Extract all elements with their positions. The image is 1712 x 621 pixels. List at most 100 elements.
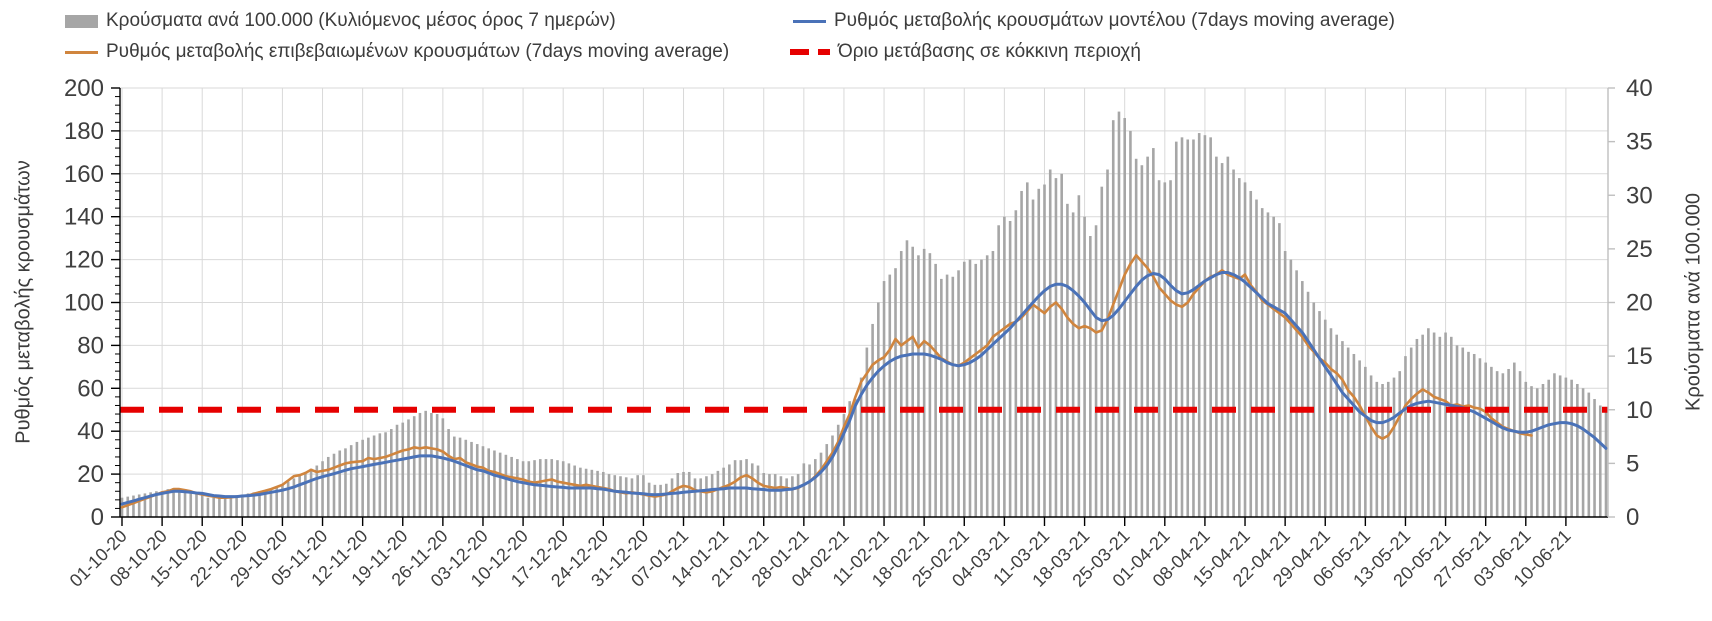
bar [218, 496, 221, 517]
bar [1111, 120, 1115, 518]
bar [1031, 199, 1035, 518]
left-axis-tick-label: 60 [77, 375, 104, 402]
bar [1467, 351, 1470, 517]
bar [441, 418, 445, 517]
bar [378, 433, 382, 517]
bar [1272, 216, 1275, 517]
bar [693, 478, 697, 517]
tick-labels: 0 20 40 60 80 100 120 140 160 180 200 0 5 10 15 20 25 30 3… [64, 75, 1653, 591]
bar [1220, 163, 1224, 517]
bar [865, 347, 869, 517]
bar [155, 491, 158, 517]
bar [235, 495, 238, 517]
bar [556, 460, 559, 517]
bar [1553, 373, 1556, 517]
bar [315, 465, 319, 517]
bar [670, 478, 674, 517]
bar [338, 450, 342, 517]
bar [1106, 169, 1109, 517]
bar [974, 263, 978, 517]
bar [1243, 182, 1247, 517]
bar [126, 496, 130, 517]
bar [1255, 199, 1258, 518]
bar [160, 491, 164, 517]
legend-label: Ρυθμός μεταβολής κρουσμάτων μοντέλου (7d… [834, 10, 1395, 31]
right-axis-tick-label: 25 [1626, 236, 1653, 263]
bar [1507, 368, 1510, 517]
bar [619, 476, 622, 517]
bar [487, 448, 491, 517]
bar [888, 274, 892, 517]
bar [389, 429, 393, 517]
bar [785, 478, 788, 517]
bar [1449, 336, 1453, 517]
bar [1043, 184, 1046, 517]
bar [573, 465, 576, 517]
bar [624, 477, 628, 517]
bar [1587, 392, 1591, 517]
bar [212, 497, 215, 517]
bar [263, 490, 267, 517]
bars-series [120, 111, 1608, 518]
bar [344, 448, 347, 517]
bar [911, 246, 915, 518]
bar [601, 471, 605, 517]
bar [1341, 341, 1344, 517]
bar [1180, 137, 1184, 517]
bar [1289, 259, 1293, 517]
bar [510, 456, 513, 517]
bar [516, 459, 519, 517]
bar [756, 465, 760, 517]
right-axis-tick-label: 5 [1626, 450, 1639, 477]
bar [1192, 139, 1195, 518]
bar [453, 436, 456, 517]
bar [200, 495, 204, 517]
line-swatch-icon [793, 19, 826, 23]
bar [951, 276, 955, 517]
bar [1398, 371, 1402, 517]
bar [1174, 141, 1178, 517]
bar [905, 240, 909, 518]
bar [796, 474, 800, 517]
left-axis-tick-label: 20 [77, 461, 104, 488]
bar [309, 468, 313, 517]
bar [326, 456, 330, 517]
bar [836, 424, 840, 517]
bar [252, 492, 256, 517]
bar [544, 459, 548, 517]
bar [1513, 362, 1516, 517]
bar [137, 494, 141, 517]
bar [1570, 379, 1573, 517]
legend-item-cases-bars: Κρούσματα ανά 100.000 (Κυλιόμενος μέσος … [65, 10, 616, 32]
bar [401, 422, 405, 517]
bar [1283, 251, 1287, 517]
left-axis-tick-label: 100 [64, 290, 104, 317]
bar [642, 475, 645, 517]
legend-label: Ρυθμός μεταβολής επιβεβαιωμένων κρουσμάτ… [106, 41, 730, 62]
dashed-line-swatch-icon [790, 49, 830, 55]
bar [1237, 178, 1241, 517]
legend-item-model-line: Ρυθμός μεταβολής κρουσμάτων μοντέλου (7d… [793, 10, 1395, 32]
bar [332, 453, 336, 517]
bar [321, 461, 324, 517]
bar [1129, 130, 1132, 517]
bar [728, 464, 731, 517]
bar [1392, 377, 1396, 517]
bar [825, 444, 829, 517]
bar [980, 259, 983, 517]
bar [1157, 180, 1161, 518]
bar [1215, 156, 1218, 517]
bar [590, 469, 594, 517]
bar [1518, 371, 1522, 517]
bar [985, 255, 989, 517]
bar [1100, 186, 1104, 518]
bar [779, 476, 783, 517]
bar [172, 488, 175, 517]
bar [687, 471, 691, 517]
bar [1598, 405, 1602, 517]
bar [349, 445, 353, 517]
bar [149, 492, 152, 517]
bar [768, 474, 771, 517]
bar [1008, 220, 1012, 518]
bar [894, 268, 897, 517]
